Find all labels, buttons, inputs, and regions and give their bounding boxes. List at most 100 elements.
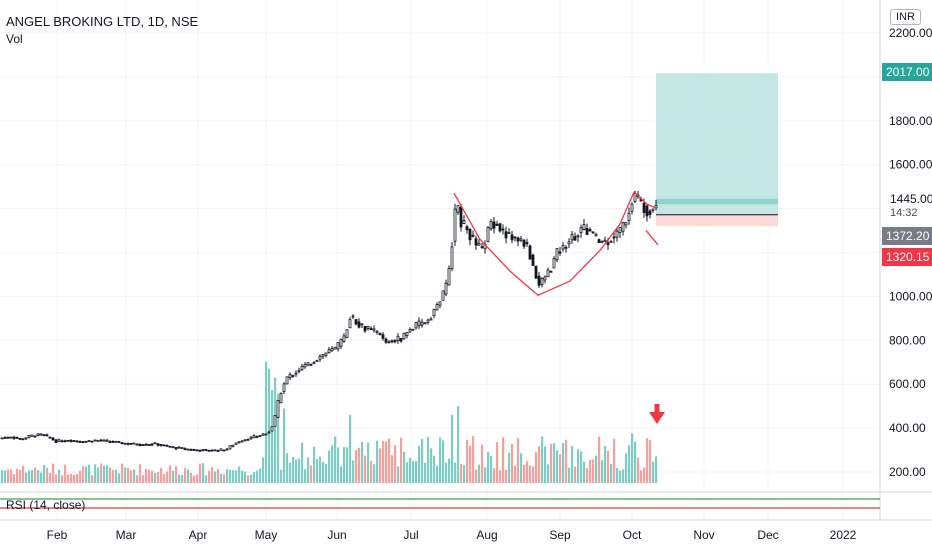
- candle-body: [426, 319, 430, 323]
- volume-bar: [430, 448, 433, 483]
- cup-and-handle-drawing[interactable]: [453, 191, 659, 296]
- candle-body: [174, 447, 178, 450]
- candle-body: [153, 442, 157, 445]
- candle-body: [411, 328, 415, 331]
- candle-body: [207, 449, 211, 452]
- symbol-title: ANGEL BROKING LTD, 1D, NSE: [6, 14, 199, 29]
- candle-body: [264, 433, 268, 436]
- volume-bar: [652, 461, 655, 483]
- candle-body: [348, 319, 352, 329]
- volume-bar: [13, 474, 16, 483]
- price-tick-label: 1800.00: [889, 114, 932, 128]
- candle-body: [612, 236, 616, 239]
- price-tick-label: 1600.00: [889, 158, 932, 172]
- candle-body: [96, 439, 100, 442]
- candle-body: [333, 346, 337, 350]
- candle-body: [132, 442, 136, 445]
- candle-body: [9, 436, 13, 439]
- candle-body: [594, 233, 598, 237]
- candlesticks: [0, 190, 658, 452]
- price-axis[interactable]: 200.00 400.00 600.00 800.00 1000.00 1600.00 18…: [889, 26, 932, 479]
- candle-body: [402, 333, 406, 340]
- volume-bar: [541, 436, 544, 483]
- candle-body: [42, 434, 46, 436]
- candle-body: [537, 275, 541, 286]
- candle-body: [318, 355, 322, 360]
- candle-body: [459, 206, 463, 228]
- volume-bar: [334, 436, 337, 483]
- time-tick-label: 2022: [830, 528, 857, 542]
- volume-bar: [316, 459, 319, 483]
- volume-bar: [349, 414, 352, 483]
- volume-bar: [370, 461, 373, 483]
- volume-bar: [286, 453, 289, 483]
- candle-body: [381, 334, 385, 339]
- volume-bar: [388, 438, 391, 483]
- candle-body: [201, 448, 205, 451]
- volume-bar: [289, 462, 292, 483]
- profit-zone: [656, 73, 778, 215]
- candle-body: [273, 415, 277, 427]
- volume-bar: [193, 475, 196, 483]
- candle-body: [342, 335, 346, 342]
- candle-body: [417, 320, 421, 327]
- volume-bar: [340, 466, 343, 483]
- candle-body: [369, 328, 373, 331]
- volume-bar: [235, 470, 238, 483]
- candle-body: [468, 228, 472, 241]
- volume-bar: [445, 462, 448, 483]
- candle-body: [33, 435, 37, 438]
- candle-body: [555, 248, 559, 261]
- candle-body: [45, 434, 49, 437]
- volume-bar: [106, 465, 109, 483]
- volume-bar: [604, 445, 607, 483]
- price-tick-label: 1000.00: [889, 289, 932, 303]
- volume-bar: [91, 475, 94, 483]
- candle-body: [528, 245, 532, 260]
- volume-bar: [73, 474, 76, 483]
- candle-body: [171, 446, 175, 449]
- currency-badge[interactable]: INR: [890, 9, 921, 25]
- volume-bar: [58, 469, 61, 483]
- volume-bar: [196, 474, 199, 483]
- candle-body: [351, 315, 355, 318]
- volume-bar: [412, 461, 415, 483]
- candle-body: [519, 238, 523, 241]
- volume-bar: [184, 467, 187, 483]
- candle-body: [111, 441, 115, 443]
- volume-bar: [442, 440, 445, 483]
- candle-body: [144, 443, 148, 446]
- rsi-pane: [0, 498, 880, 509]
- candle-body: [150, 443, 154, 446]
- volume-bar: [451, 414, 454, 483]
- candle-body: [480, 246, 484, 249]
- volume-bar: [577, 449, 580, 483]
- candle-body: [57, 439, 61, 442]
- volume-bar: [265, 361, 268, 483]
- candle-body: [504, 231, 508, 239]
- volume-bar: [4, 470, 7, 483]
- price-tick-label: 800.00: [889, 333, 926, 347]
- volume-bar: [172, 470, 175, 483]
- entry-price-tag: 1372.20: [882, 227, 932, 245]
- volume-bar: [262, 457, 265, 483]
- long-position-tool[interactable]: [656, 73, 778, 227]
- candle-body: [510, 234, 514, 241]
- volume-bar: [181, 474, 184, 483]
- time-axis[interactable]: Feb Mar Apr May Jun Jul Aug Sep Oct Nov Dec 2022: [47, 528, 857, 542]
- candle-body: [3, 437, 7, 439]
- volume-bar: [136, 475, 139, 483]
- candle-body: [561, 245, 565, 250]
- candle-body: [39, 433, 43, 436]
- candle-body: [615, 230, 619, 238]
- volume-bar: [466, 439, 469, 483]
- volume-bar: [532, 466, 535, 483]
- candle-body: [180, 447, 184, 449]
- volume-bars: [1, 361, 658, 483]
- candle-body: [390, 340, 394, 343]
- candle-body: [573, 236, 577, 241]
- candle-body: [354, 319, 358, 325]
- candle-body: [507, 232, 511, 234]
- volume-bar: [241, 470, 244, 483]
